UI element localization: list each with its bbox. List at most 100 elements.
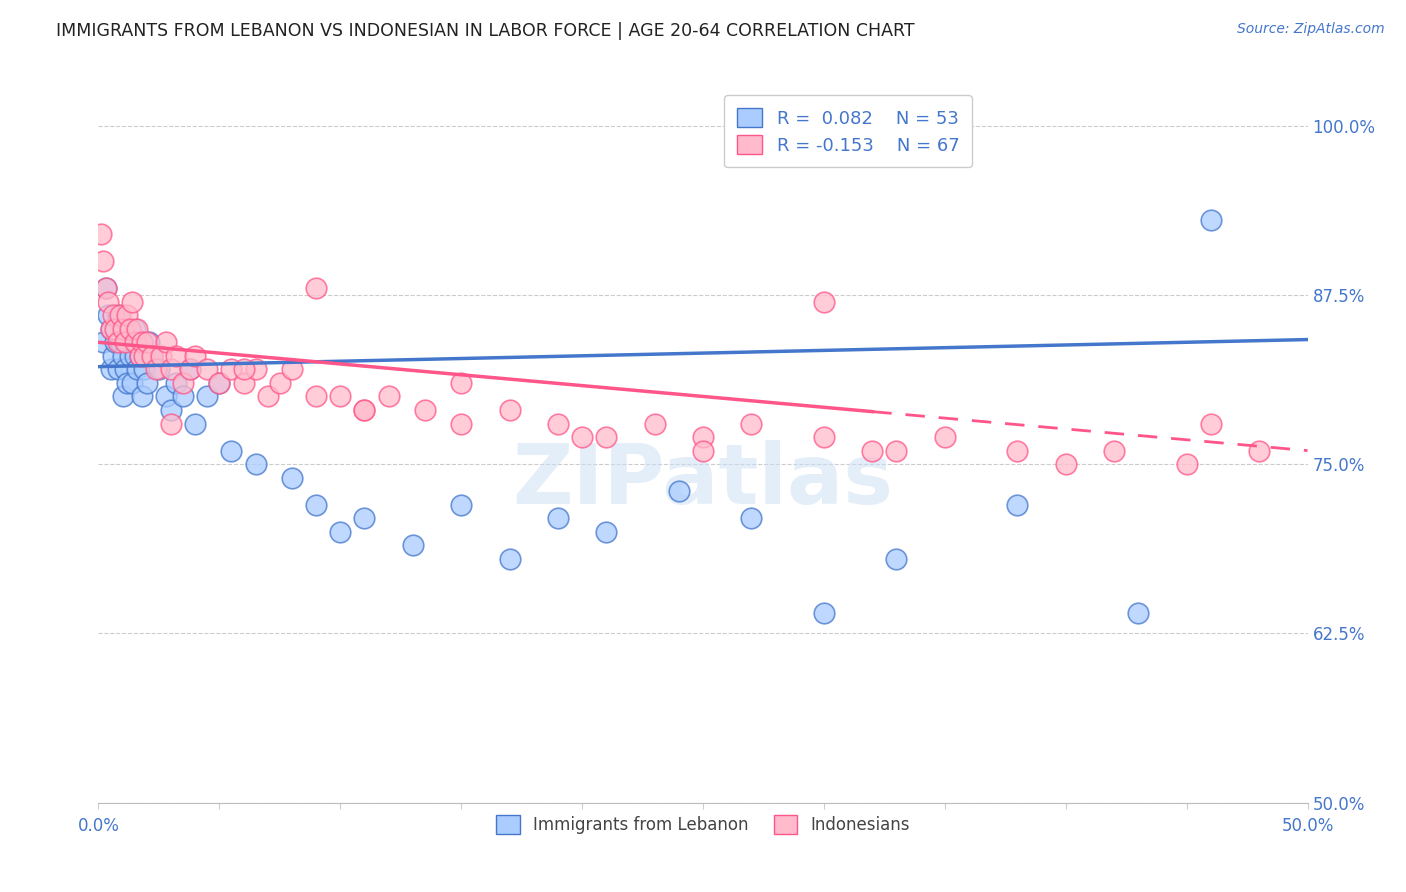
Point	[141, 349, 163, 363]
Point	[402, 538, 425, 552]
Point	[91, 254, 114, 268]
Point	[329, 389, 352, 403]
Point	[644, 417, 666, 431]
Point	[111, 389, 134, 403]
Point	[150, 349, 173, 363]
Point	[108, 308, 131, 322]
Point	[135, 376, 157, 390]
Text: ZIPatlas: ZIPatlas	[513, 441, 893, 522]
Point	[160, 403, 183, 417]
Point	[121, 376, 143, 390]
Point	[195, 362, 218, 376]
Point	[281, 362, 304, 376]
Point	[256, 389, 278, 403]
Point	[155, 335, 177, 350]
Point	[94, 281, 117, 295]
Text: IMMIGRANTS FROM LEBANON VS INDONESIAN IN LABOR FORCE | AGE 20-64 CORRELATION CHA: IMMIGRANTS FROM LEBANON VS INDONESIAN IN…	[56, 22, 915, 40]
Point	[107, 362, 129, 376]
Point	[134, 349, 156, 363]
Point	[104, 335, 127, 350]
Point	[1102, 443, 1125, 458]
Point	[114, 335, 136, 350]
Point	[104, 322, 127, 336]
Point	[692, 443, 714, 458]
Point	[107, 308, 129, 322]
Text: Source: ZipAtlas.com: Source: ZipAtlas.com	[1237, 22, 1385, 37]
Point	[281, 471, 304, 485]
Point	[498, 552, 520, 566]
Point	[886, 552, 908, 566]
Point	[90, 227, 112, 241]
Point	[1007, 443, 1029, 458]
Point	[97, 294, 120, 309]
Point	[547, 511, 569, 525]
Point	[208, 376, 231, 390]
Point	[160, 417, 183, 431]
Point	[353, 403, 375, 417]
Point	[1128, 606, 1150, 620]
Point	[547, 417, 569, 431]
Point	[124, 349, 146, 363]
Point	[195, 389, 218, 403]
Point	[740, 511, 762, 525]
Point	[179, 362, 201, 376]
Point	[131, 335, 153, 350]
Point	[100, 322, 122, 336]
Point	[117, 376, 139, 390]
Point	[1007, 498, 1029, 512]
Point	[498, 403, 520, 417]
Point	[692, 430, 714, 444]
Point	[94, 281, 117, 295]
Point	[172, 376, 194, 390]
Point	[165, 376, 187, 390]
Point	[100, 322, 122, 336]
Point	[165, 349, 187, 363]
Point	[118, 349, 141, 363]
Point	[172, 389, 194, 403]
Point	[97, 308, 120, 322]
Point	[232, 376, 254, 390]
Point	[450, 498, 472, 512]
Point	[127, 322, 149, 336]
Point	[232, 362, 254, 376]
Point	[245, 362, 267, 376]
Point	[1175, 457, 1198, 471]
Point	[148, 362, 170, 376]
Point	[114, 362, 136, 376]
Point	[305, 389, 328, 403]
Point	[100, 362, 122, 376]
Point	[353, 511, 375, 525]
Point	[134, 362, 156, 376]
Point	[377, 389, 399, 403]
Point	[245, 457, 267, 471]
Point	[413, 403, 436, 417]
Point	[91, 335, 114, 350]
Point	[813, 430, 835, 444]
Point	[813, 606, 835, 620]
Point	[860, 443, 883, 458]
Point	[128, 349, 150, 363]
Point	[141, 349, 163, 363]
Point	[118, 322, 141, 336]
Point	[184, 417, 207, 431]
Point	[813, 294, 835, 309]
Point	[221, 362, 243, 376]
Point	[108, 335, 131, 350]
Point	[886, 443, 908, 458]
Point	[450, 376, 472, 390]
Point	[305, 281, 328, 295]
Point	[668, 484, 690, 499]
Point	[450, 417, 472, 431]
Point	[184, 349, 207, 363]
Point	[107, 335, 129, 350]
Point	[127, 362, 149, 376]
Point	[101, 349, 124, 363]
Point	[121, 294, 143, 309]
Point	[221, 443, 243, 458]
Point	[305, 498, 328, 512]
Point	[101, 308, 124, 322]
Point	[1054, 457, 1077, 471]
Point	[160, 362, 183, 376]
Point	[269, 376, 291, 390]
Point	[353, 403, 375, 417]
